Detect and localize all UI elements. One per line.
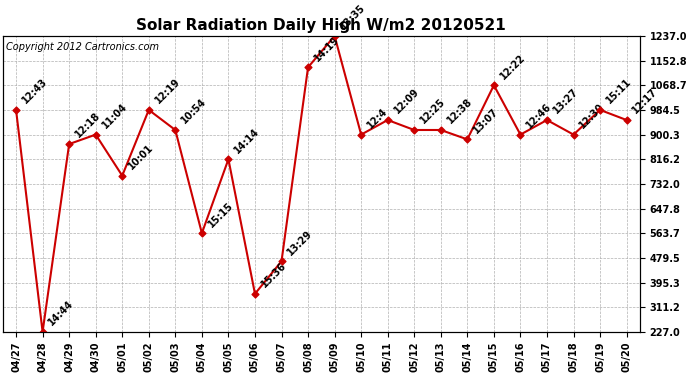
Text: 12:46: 12:46 — [524, 101, 553, 130]
Text: 15:36: 15:36 — [259, 261, 288, 290]
Point — [489, 82, 500, 88]
Point — [382, 117, 393, 123]
Point — [10, 107, 21, 113]
Point — [90, 132, 101, 138]
Text: 13:07: 13:07 — [471, 106, 500, 135]
Point — [197, 230, 208, 236]
Point — [329, 33, 340, 39]
Text: 13:29: 13:29 — [286, 228, 315, 257]
Text: 13:35: 13:35 — [339, 3, 368, 32]
Text: 12:43: 12:43 — [20, 77, 49, 106]
Point — [542, 117, 553, 123]
Point — [595, 107, 606, 113]
Point — [621, 117, 632, 123]
Text: 10:01: 10:01 — [126, 142, 155, 171]
Text: 11:04: 11:04 — [100, 101, 129, 130]
Text: 12:38: 12:38 — [445, 97, 474, 126]
Point — [435, 127, 446, 133]
Text: 14:14: 14:14 — [233, 126, 262, 155]
Text: 13:27: 13:27 — [551, 87, 580, 116]
Text: 12:30: 12:30 — [578, 101, 607, 130]
Point — [117, 173, 128, 179]
Point — [144, 107, 155, 113]
Text: 14:19: 14:19 — [312, 34, 342, 63]
Title: Solar Radiation Daily High W/m2 20120521: Solar Radiation Daily High W/m2 20120521 — [137, 18, 506, 33]
Point — [462, 136, 473, 142]
Point — [302, 64, 313, 70]
Text: 12:17: 12:17 — [631, 87, 660, 116]
Point — [276, 258, 287, 264]
Text: 12:09: 12:09 — [392, 87, 421, 116]
Point — [170, 127, 181, 133]
Point — [408, 127, 420, 133]
Point — [568, 132, 579, 138]
Point — [515, 132, 526, 138]
Point — [37, 329, 48, 335]
Point — [63, 141, 75, 147]
Point — [223, 156, 234, 162]
Point — [250, 291, 261, 297]
Text: 15:11: 15:11 — [604, 77, 633, 106]
Text: 12:22: 12:22 — [498, 52, 527, 81]
Text: 12:25: 12:25 — [418, 97, 447, 126]
Text: 12:19: 12:19 — [153, 77, 182, 106]
Text: 12:4: 12:4 — [365, 106, 390, 130]
Text: 10:54: 10:54 — [179, 97, 208, 126]
Text: 14:44: 14:44 — [47, 299, 76, 328]
Point — [355, 132, 366, 138]
Text: 12:18: 12:18 — [73, 111, 102, 140]
Text: Copyright 2012 Cartronics.com: Copyright 2012 Cartronics.com — [6, 42, 159, 52]
Text: 15:15: 15:15 — [206, 200, 235, 229]
